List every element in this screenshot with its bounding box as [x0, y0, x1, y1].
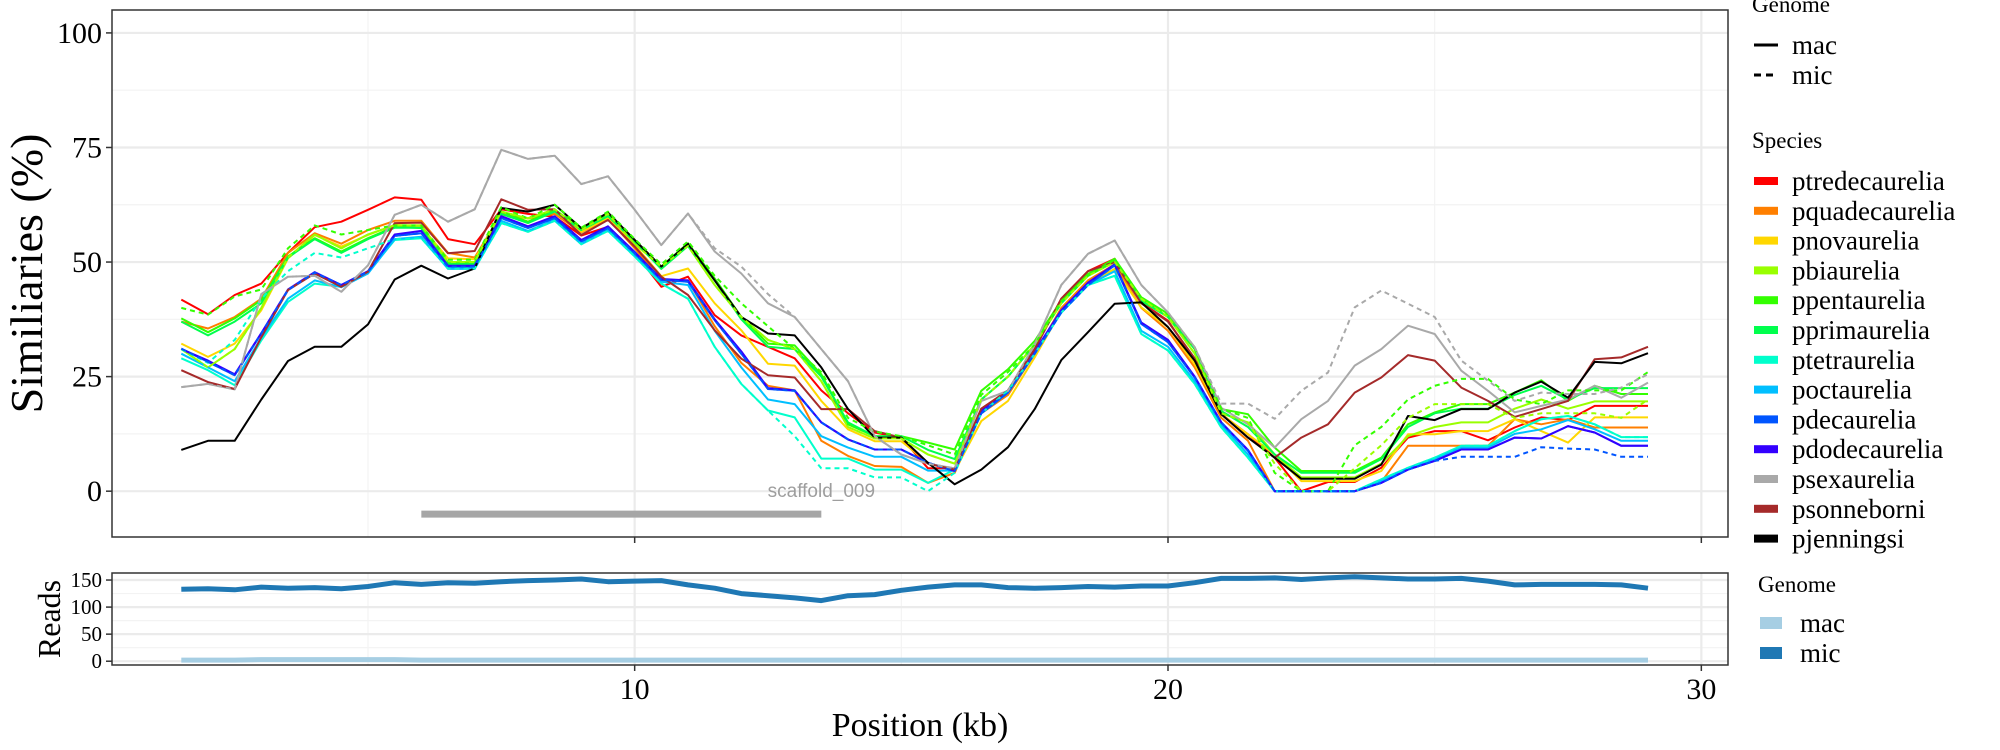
legend-species-label: pquadecaurelia [1792, 196, 1955, 226]
x-axis-title: Position (kb) [832, 707, 1009, 744]
legend-species-label: poctaurelia [1792, 375, 1912, 405]
y-axis-title: Similiaries (%) [1, 134, 52, 414]
legend-reads-key [1760, 647, 1782, 659]
y-tick-label: 150 [71, 568, 103, 592]
y-tick-label: 0 [87, 475, 102, 508]
x-tick-label: 10 [620, 673, 650, 706]
legend-species-label: psonneborni [1792, 494, 1925, 524]
legend-genome-title: Genome [1752, 0, 1830, 17]
legend-species-key [1754, 326, 1778, 334]
legend-species-key [1754, 534, 1778, 543]
legend-species-label: pdodecaurelia [1792, 434, 1943, 464]
legend-species-key [1754, 385, 1778, 394]
legend-species-key [1754, 415, 1778, 424]
legend-species-key [1754, 236, 1778, 245]
plot-border [111, 9, 1729, 538]
legend-species-label: pjenningsi [1792, 524, 1905, 554]
reads-line-mic [181, 574, 1649, 604]
legend-species-key [1754, 504, 1778, 513]
series-line-pprimaurelia-mac [180, 210, 1648, 474]
legend-reads-title: Genome [1758, 572, 1836, 597]
y-tick-label: 50 [81, 622, 102, 646]
legend-species-title: Species [1752, 128, 1822, 153]
legend-genome-label: mic [1792, 60, 1833, 90]
series-line-ppentaurelia-mic [181, 203, 1649, 493]
legend-species-label: pdecaurelia [1792, 404, 1916, 434]
plot-border [111, 572, 1729, 666]
legend-species-key [1754, 177, 1778, 185]
y-tick-label: 50 [72, 246, 102, 279]
series-line-pjenningsi-mac [180, 203, 1649, 486]
legend-species-key [1754, 445, 1778, 454]
legend-species-key [1754, 206, 1778, 215]
legend-species-key [1754, 296, 1778, 305]
legend-species-key [1754, 475, 1778, 483]
legend-genome-label: mac [1792, 30, 1837, 60]
series-line-pquadecaurelia-mac [181, 212, 1648, 493]
legend-reads-label: mic [1800, 638, 1841, 668]
series-line-psexaurelia-mic [181, 148, 1649, 470]
legend-species-label: ptredecaurelia [1792, 166, 1945, 196]
legend-species-label: psexaurelia [1792, 464, 1915, 494]
series-line-pbiaurelia-mic [180, 208, 1649, 493]
reads-axis-title: Reads [31, 580, 67, 658]
legend-reads-label: mac [1800, 608, 1845, 638]
legend-species-key [1754, 266, 1778, 275]
series-line-pdecaurelia-mic [180, 217, 1648, 493]
legend-species-label: pbiaurelia [1792, 255, 1900, 285]
legend-reads-key [1760, 617, 1782, 629]
legend-species-label: pprimaurelia [1792, 315, 1930, 345]
y-tick-label: 100 [71, 595, 103, 619]
reads-line-mac [181, 657, 1648, 663]
y-tick-label: 75 [72, 131, 102, 164]
legend-species-label: ppentaurelia [1792, 285, 1925, 315]
y-tick-label: 100 [57, 17, 102, 50]
y-tick-label: 25 [72, 361, 102, 394]
legend: GenomemacmicSpeciesptredecaureliapquadec… [1752, 0, 1955, 668]
x-tick-label: 20 [1153, 673, 1183, 706]
series-line-ptetraurelia-mic [180, 219, 1648, 493]
legend-species-label: pnovaurelia [1792, 226, 1919, 256]
similarity-panel: 0 25 50 75 100 scaffold_009 Similiaries (%) [1, 9, 1729, 543]
legend-species-key [1754, 355, 1778, 364]
scaffold-label: scaffold_009 [768, 481, 875, 502]
legend-species-label: ptetraurelia [1792, 345, 1915, 375]
x-tick-label: 30 [1686, 673, 1716, 706]
y-tick-label: 0 [92, 649, 103, 673]
